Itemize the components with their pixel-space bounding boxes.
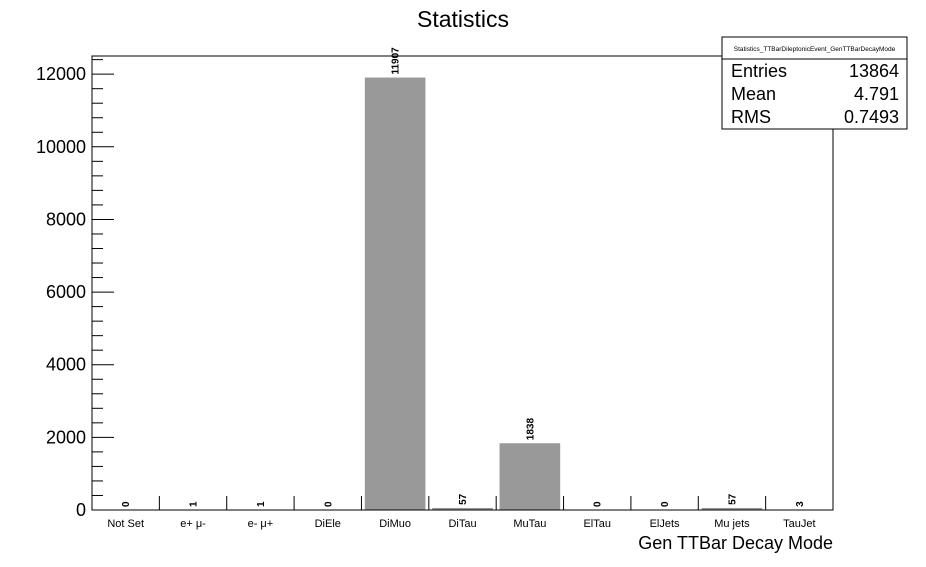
value-label-0: 0 [121,501,132,507]
x-tick-label-2: e- μ+ [248,518,274,530]
bar-5 [432,507,493,510]
x-axis-label: Gen TTBar Decay Mode [638,533,833,553]
bar-6 [499,443,561,510]
value-label-3: 0 [323,501,334,507]
stats-value-mean: 4.791 [854,84,899,104]
value-label-4: 11907 [391,47,402,75]
stats-label-entries: Entries [731,61,787,81]
bar-9 [701,507,763,510]
x-tick-label-7: ElTau [583,518,611,530]
x-tick-label-1: e+ μ- [180,518,206,530]
x-tick-label-3: DiEle [315,518,341,530]
value-label-6: 1838 [525,418,536,441]
x-tick-label-0: Not Set [107,518,144,530]
value-label-2: 1 [256,501,267,507]
value-label-10: 3 [795,501,806,507]
plot-frame [91,55,834,511]
bars-group [162,77,830,510]
value-label-8: 0 [660,501,671,507]
stats-label-rms: RMS [731,107,771,127]
value-label-9: 57 [727,493,738,505]
y-tick-label-2: 4000 [46,355,86,375]
value-label-7: 0 [593,501,604,507]
y-axis: 0 2000 4000 6000 8000 10000 12000 [36,59,114,520]
bar-4 [364,77,426,510]
stats-value-rms: 0.7493 [844,107,899,127]
stats-label-mean: Mean [731,84,776,104]
y-tick-label-4: 8000 [46,209,86,229]
x-tick-label-4: DiMuo [379,518,411,530]
stats-rows: Entries 13864 Mean 4.791 RMS 0.7493 [731,61,899,127]
x-tick-label-6: MuTau [513,518,546,530]
y-tick-label-0: 0 [76,500,86,520]
y-tick-label-6: 12000 [36,64,86,84]
y-tick-label-3: 6000 [46,282,86,302]
stats-box-name: Statistics_TTBarDileptonicEvent_GenTTBar… [734,46,896,53]
x-tick-label-5: DiTau [448,518,476,530]
x-axis: Not Set e+ μ-e- μ+ DiEle DiMuo DiTau MuTau ElT… [91,496,834,530]
y-tick-label-1: 2000 [46,427,86,447]
stats-value-entries: 13864 [849,61,899,81]
stats-box: Statistics_TTBarDileptonicEvent_GenTTBar… [721,36,908,130]
value-labels-group: 0 1 1 0 11907 57 1838 0 0 57 3 [121,47,806,507]
chart-title: Statistics [417,6,509,32]
stats-box-frame [721,36,908,130]
value-label-1: 1 [189,501,200,507]
x-tick-label-10: TauJet [783,518,815,530]
y-tick-label-5: 10000 [36,137,86,157]
value-label-5: 57 [458,493,469,505]
x-tick-label-9: Mu jets [714,518,750,530]
x-tick-label-8: ElJets [650,518,680,530]
